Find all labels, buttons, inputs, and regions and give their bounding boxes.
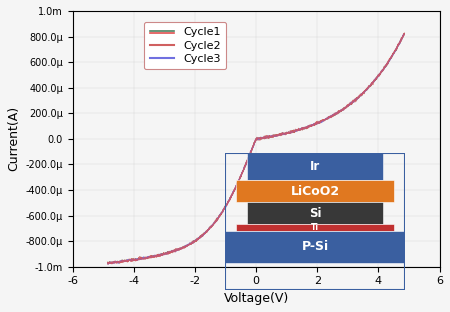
Bar (247, 202, 383, 224)
Legend: Cycle1, Cycle2, Cycle3: Cycle1, Cycle2, Cycle3 (144, 22, 226, 69)
Text: Ti: Ti (311, 223, 319, 232)
Text: Ir: Ir (310, 160, 320, 173)
Bar (236, 180, 394, 202)
Text: LiCoO2: LiCoO2 (290, 185, 340, 198)
X-axis label: Voltage(V): Voltage(V) (224, 292, 289, 305)
Text: P-Si: P-Si (302, 241, 328, 253)
Y-axis label: Current(A): Current(A) (7, 106, 20, 171)
Bar (225, 231, 405, 263)
Bar (236, 224, 394, 231)
Bar (247, 153, 383, 180)
Text: Si: Si (309, 207, 321, 220)
